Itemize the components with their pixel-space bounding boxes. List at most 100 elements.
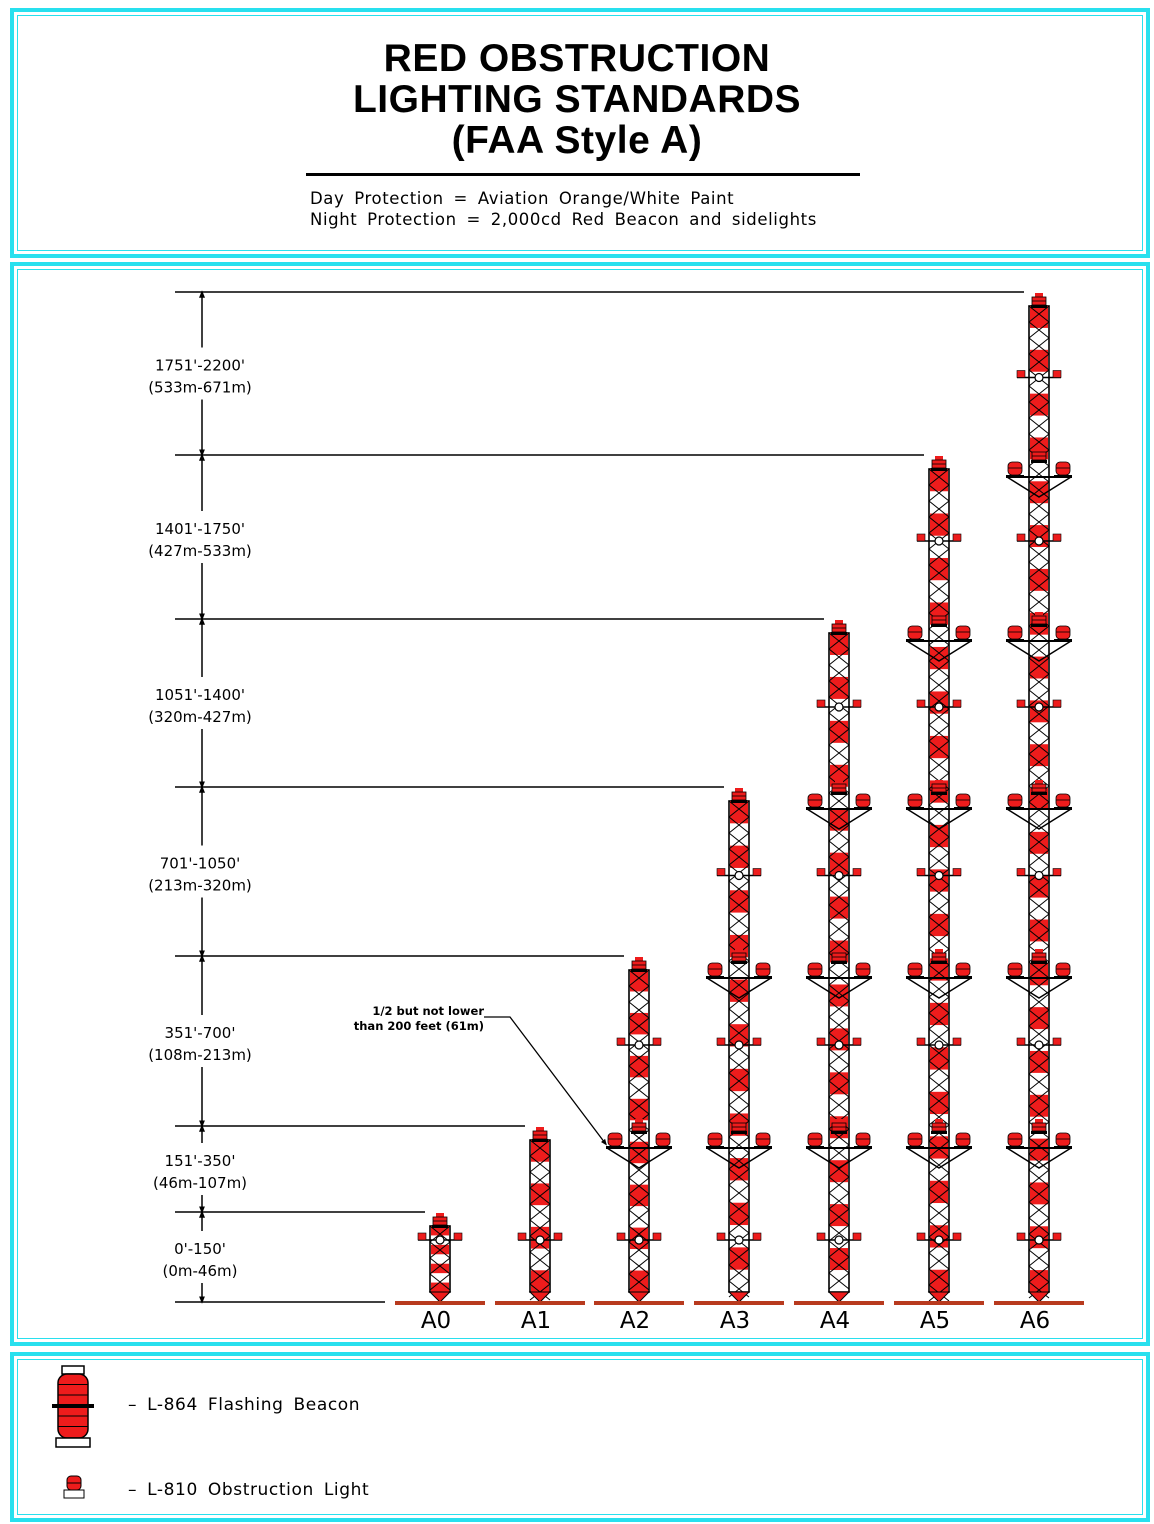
side-lens xyxy=(1007,625,1023,640)
side-lens xyxy=(955,793,971,808)
lattice-brace xyxy=(828,824,850,842)
title-rule xyxy=(306,173,860,176)
side-light xyxy=(654,1132,672,1149)
small-light xyxy=(1052,370,1062,378)
mid-joint xyxy=(1034,870,1044,881)
beacon-cap xyxy=(1035,780,1043,784)
mid-joint xyxy=(834,1235,844,1245)
side-base xyxy=(954,807,972,810)
beacon-base xyxy=(1031,624,1047,627)
paint-band xyxy=(930,646,948,670)
lattice-brace xyxy=(1028,961,1050,979)
icon-base xyxy=(63,1489,85,1499)
paint-band xyxy=(730,1202,748,1226)
lattice-brace xyxy=(1028,1217,1050,1235)
lattice-brace xyxy=(828,1000,850,1018)
beacon-base xyxy=(1031,961,1047,964)
platform-strut xyxy=(1006,977,1072,999)
platform-strut xyxy=(806,977,872,999)
side-base xyxy=(954,1146,972,1149)
lattice-brace xyxy=(828,888,850,906)
lattice-brace xyxy=(928,1156,950,1174)
side-base xyxy=(806,976,824,979)
lattice-brace xyxy=(928,1220,950,1238)
paint-band xyxy=(930,1002,948,1026)
paint-band xyxy=(431,1282,449,1292)
lattice-brace xyxy=(728,1248,750,1266)
lattice-brace xyxy=(628,1257,650,1275)
lattice-brace xyxy=(1028,1153,1050,1171)
small-light xyxy=(716,1037,726,1046)
platform-strut xyxy=(906,977,972,999)
lattice-brace xyxy=(1028,1249,1050,1267)
mast-base xyxy=(727,1291,751,1303)
platform-strut xyxy=(1006,476,1072,498)
lattice-brace xyxy=(928,1012,950,1030)
lattice-brace xyxy=(529,1251,551,1269)
lattice-brace xyxy=(628,1177,650,1195)
lattice-brace xyxy=(828,936,850,954)
lattice-brace xyxy=(1028,833,1050,851)
mast-base xyxy=(627,1291,651,1303)
beacon-cap xyxy=(635,957,643,961)
paint-band xyxy=(830,633,848,655)
beacon-base xyxy=(931,1131,947,1134)
beacon-base xyxy=(432,1225,448,1228)
platform-strut xyxy=(906,1147,972,1169)
lattice-brace xyxy=(828,680,850,698)
lattice-brace xyxy=(628,985,650,1003)
lattice-brace xyxy=(728,1072,750,1090)
lattice-brace xyxy=(928,1204,950,1222)
small-light xyxy=(952,868,962,876)
lattice-brace xyxy=(928,564,950,582)
beacon-light xyxy=(1031,293,1047,308)
mid-joint xyxy=(934,1040,944,1050)
small-light xyxy=(1016,533,1026,542)
beacon-cap xyxy=(1035,612,1043,616)
small-light xyxy=(916,1232,926,1241)
beacon-light xyxy=(1031,612,1047,627)
side-lens xyxy=(907,1132,923,1147)
lattice-brace xyxy=(628,1209,650,1227)
small-light xyxy=(1016,370,1026,378)
lattice-brace xyxy=(928,756,950,774)
side-light xyxy=(706,1132,724,1149)
lattice-brace xyxy=(1028,1009,1050,1027)
side-base xyxy=(754,976,772,979)
beacon-base xyxy=(931,792,947,795)
lattice-brace xyxy=(728,912,750,930)
side-base xyxy=(954,976,972,979)
platform-strut xyxy=(906,640,972,662)
paint-band xyxy=(930,557,948,581)
beacon-light xyxy=(1031,780,1047,795)
mid-joint xyxy=(1034,536,1044,546)
side-base xyxy=(706,1146,724,1149)
paint-band xyxy=(1030,1094,1048,1117)
beacon-light xyxy=(931,780,947,795)
lattice-brace xyxy=(1028,977,1050,995)
tower-a2: A2 xyxy=(594,957,684,1334)
lattice-brace xyxy=(928,1060,950,1078)
lattice-brace xyxy=(828,1080,850,1098)
small-light xyxy=(916,868,926,876)
paint-band xyxy=(630,1184,648,1207)
band-meters-label: (213m-320m) xyxy=(148,877,252,895)
paint-band xyxy=(830,808,848,831)
side-light xyxy=(706,962,724,979)
lattice-brace xyxy=(928,1044,950,1062)
lattice-brace xyxy=(1028,753,1050,771)
side-light xyxy=(954,625,972,642)
side-base xyxy=(1054,475,1072,478)
lattice-brace xyxy=(1028,705,1050,723)
mid-joint xyxy=(734,1040,744,1050)
mid-joint xyxy=(934,702,944,712)
small-light xyxy=(852,1232,862,1241)
beacon-light xyxy=(831,780,847,795)
band-feet-label: 1751'-2200' xyxy=(155,357,245,375)
lattice-brace xyxy=(1028,625,1050,643)
small-light xyxy=(952,1037,962,1046)
lattice-brace xyxy=(529,1171,551,1189)
lattice-brace xyxy=(1028,513,1050,531)
lattice-brace xyxy=(828,664,850,682)
lattice-brace xyxy=(628,969,650,987)
